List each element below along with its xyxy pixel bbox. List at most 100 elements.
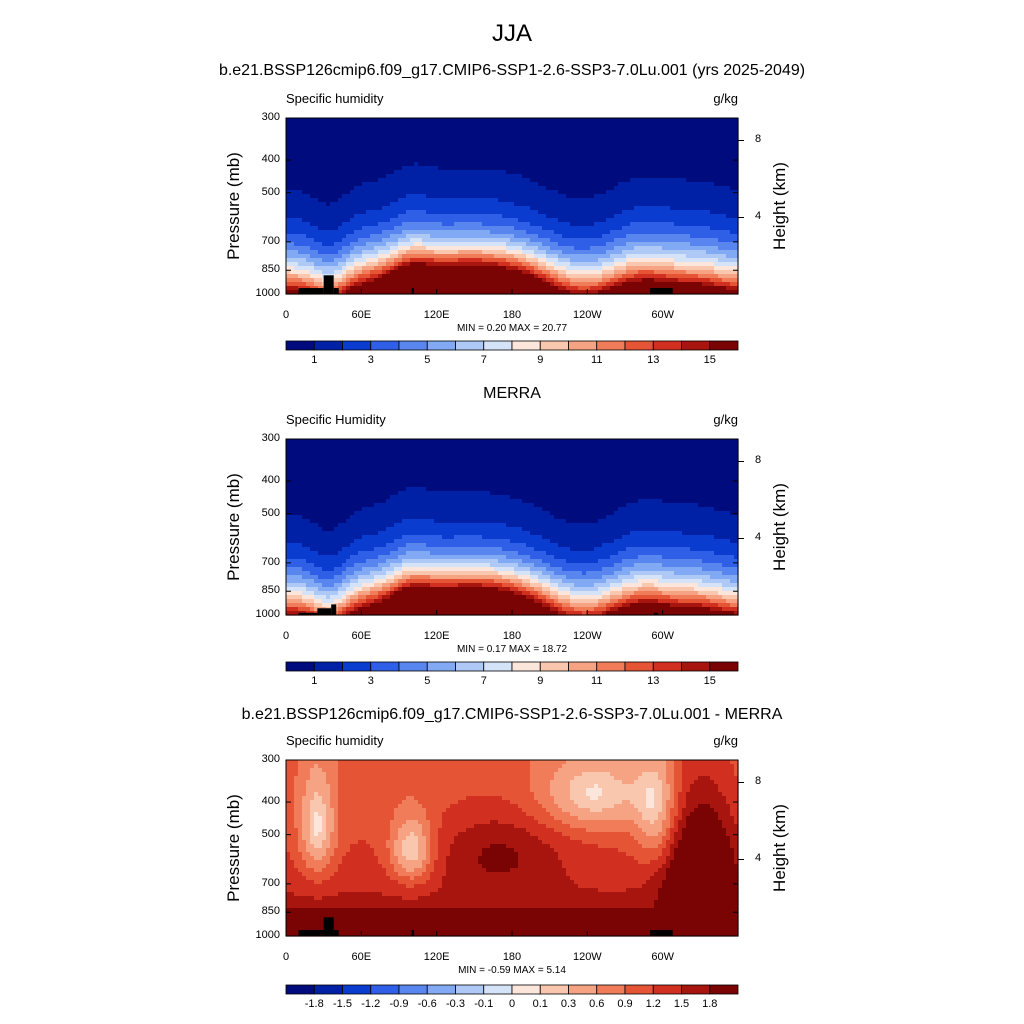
contour-cell [734, 250, 739, 255]
contour-cell [722, 238, 727, 243]
contour-cell [642, 178, 647, 183]
contour-cell [490, 190, 495, 195]
contour-cell [590, 182, 595, 187]
contour-cell [726, 286, 731, 291]
contour-cell [426, 278, 431, 283]
contour-cell [478, 154, 483, 159]
contour-cell [418, 262, 423, 267]
contour-cell [598, 134, 603, 139]
contour-cell [626, 214, 631, 219]
contour-cell [478, 202, 483, 207]
contour-cell [622, 174, 627, 179]
contour-cell [474, 138, 479, 143]
contour-cell [294, 170, 299, 175]
contour-cell [562, 150, 567, 155]
contour-cell [678, 178, 683, 183]
contour-cell [586, 210, 591, 215]
contour-cell [682, 282, 687, 287]
contour-cell [494, 174, 499, 179]
contour-cell [366, 154, 371, 159]
terrain-mask [323, 275, 334, 294]
contour-cell [658, 214, 663, 219]
contour-cell [726, 190, 731, 195]
contour-cell [606, 146, 611, 151]
contour-cell [730, 170, 735, 175]
contour-cell [694, 258, 699, 263]
contour-cell [658, 222, 663, 227]
contour-cell [590, 222, 595, 227]
contour-cell [386, 158, 391, 163]
contour-cell [622, 154, 627, 159]
contour-cell [326, 202, 331, 207]
contour-cell [570, 282, 575, 287]
contour-cell [634, 250, 639, 255]
contour-cell [598, 262, 603, 267]
contour-cell [690, 286, 695, 291]
contour-cell [730, 230, 735, 235]
contour-cell [298, 262, 303, 267]
contour-cell [722, 262, 727, 267]
contour-cell [702, 146, 707, 151]
contour-cell [390, 258, 395, 263]
contour-cell [378, 174, 383, 179]
contour-cell [366, 254, 371, 259]
contour-cell [390, 226, 395, 231]
contour-cell [698, 118, 703, 123]
contour-cell [598, 174, 603, 179]
contour-cell [718, 142, 723, 147]
contour-cell [402, 174, 407, 179]
contour-cell [638, 218, 643, 223]
contour-cell [598, 202, 603, 207]
contour-cell [654, 210, 659, 215]
contour-cell [330, 166, 335, 171]
contour-cell [482, 130, 487, 135]
contour-cell [482, 242, 487, 247]
contour-cell [518, 246, 523, 251]
contour-cell [554, 118, 559, 123]
contour-cell [726, 254, 731, 259]
contour-cell [446, 266, 451, 271]
contour-cell [506, 202, 511, 207]
contour-cell [522, 242, 527, 247]
contour-cell [598, 286, 603, 291]
contour-cell [422, 234, 427, 239]
contour-cell [578, 242, 583, 247]
contour-cell [590, 226, 595, 231]
contour-cell [386, 194, 391, 199]
contour-cell [398, 190, 403, 195]
contour-cell [526, 194, 531, 199]
contour-cell [582, 118, 587, 123]
contour-cell [394, 118, 399, 123]
contour-cell [366, 126, 371, 131]
contour-cell [498, 242, 503, 247]
contour-cell [422, 286, 427, 291]
contour-cell [446, 210, 451, 215]
contour-cell [310, 118, 315, 123]
contour-cell [458, 158, 463, 163]
contour-cell [714, 234, 719, 239]
contour-cell [510, 254, 515, 259]
contour-cell [378, 210, 383, 215]
contour-cell [594, 190, 599, 195]
contour-cell [602, 142, 607, 147]
contour-cell [546, 122, 551, 127]
contour-cell [570, 178, 575, 183]
contour-cell [726, 234, 731, 239]
contour-cell [374, 166, 379, 171]
contour-cell [546, 278, 551, 283]
contour-cell [358, 158, 363, 163]
contour-cell [330, 222, 335, 227]
contour-cell [646, 270, 651, 275]
contour-cell [490, 182, 495, 187]
contour-cell [690, 182, 695, 187]
contour-cell [638, 138, 643, 143]
contour-cell [614, 270, 619, 275]
contour-cell [342, 266, 347, 271]
contour-cell [694, 154, 699, 159]
contour-cell [642, 158, 647, 163]
contour-cell [330, 218, 335, 223]
contour-cell [706, 266, 711, 271]
contour-cell [398, 166, 403, 171]
contour-cell [286, 178, 291, 183]
contour-cell [470, 186, 475, 191]
